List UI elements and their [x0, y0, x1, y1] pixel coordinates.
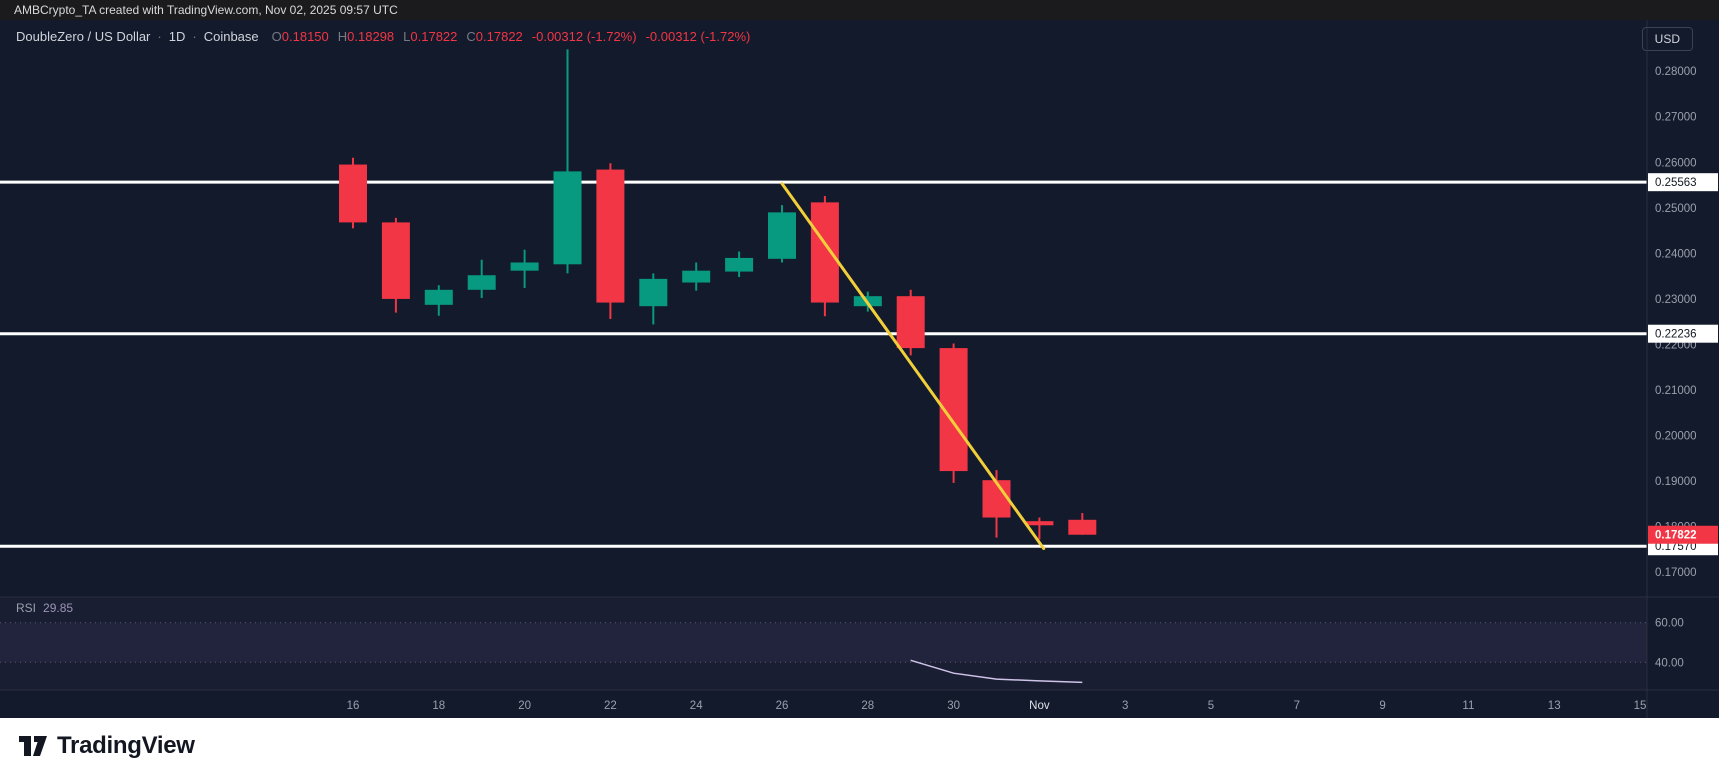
candle-body-10 [768, 212, 796, 259]
separator-dot: · [192, 29, 197, 44]
price-axis-label: 0.17000 [1655, 567, 1697, 579]
price-axis-label: 0.27000 [1655, 112, 1697, 124]
time-axis-label: 18 [432, 700, 445, 712]
time-axis-label: 28 [861, 700, 874, 712]
price-axis-label: 0.19000 [1655, 476, 1697, 488]
candle-body-13 [896, 296, 925, 349]
candle-body-11 [810, 202, 839, 303]
chart-canvas[interactable]: 60.00 40.00 0.28000 0.27000 0.26000 0.25000 0.… [0, 20, 1719, 718]
last-price-badge [1648, 525, 1718, 544]
low-pair: L0.17822 [403, 29, 457, 44]
time-axis-label: 26 [776, 700, 789, 712]
low-label: L [403, 29, 411, 44]
high-value: 0.18298 [347, 29, 395, 44]
candle-body-15 [982, 480, 1011, 518]
time-axis-label: 9 [1379, 700, 1385, 712]
time-axis-label: 16 [347, 700, 360, 712]
candle-body-1 [381, 222, 410, 299]
low-value: 0.17822 [410, 29, 458, 44]
price-axis-label: 0.24000 [1655, 248, 1697, 260]
symbol-header: DoubleZero / US Dollar · 1D · Coinbase O… [16, 29, 750, 44]
candle-body-7 [639, 278, 668, 307]
change-value: -0.00312 (-1.72%) [531, 29, 637, 44]
close-label: C [466, 29, 476, 44]
candle-body-5 [553, 171, 582, 265]
separator-dot: · [157, 29, 162, 44]
symbol-title[interactable]: DoubleZero / US Dollar [16, 29, 151, 44]
rsi-indicator-label: RSI 29.85 [16, 601, 73, 615]
time-axis-label: 3 [1122, 700, 1128, 712]
rsi-axis-label: 40.00 [1655, 657, 1684, 669]
candle-body-16 [1025, 521, 1054, 526]
time-axis-label: 13 [1548, 700, 1561, 712]
exchange-label: Coinbase [203, 29, 259, 44]
candle-body-8 [682, 270, 711, 283]
time-axis-label: 20 [518, 700, 531, 712]
attribution-text: AMBCrypto_TA created with TradingView.co… [14, 3, 398, 17]
candle-body-6 [596, 169, 625, 303]
time-axis-label: 5 [1208, 700, 1214, 712]
open-label: O [271, 29, 282, 44]
chart-region: 60.00 40.00 0.28000 0.27000 0.26000 0.25000 0.… [0, 20, 1719, 718]
high-label: H [337, 29, 348, 44]
price-axis-label: 0.20000 [1655, 431, 1697, 443]
rsi-band [0, 622, 1647, 663]
rsi-line [910, 659, 1083, 684]
price-axis-label: 0.23000 [1655, 294, 1697, 306]
candle-body-2 [424, 289, 453, 305]
change-secondary-value: -0.00312 (-1.72%) [645, 29, 751, 44]
last-price-badge-label: 0.17822 [1655, 530, 1697, 542]
time-axis-label: 11 [1462, 700, 1474, 712]
time-axis-label: Nov [1029, 700, 1050, 712]
price-axis-label: 0.25000 [1655, 203, 1697, 215]
price-axis-label: 0.26000 [1655, 157, 1697, 169]
price-axis-label: 0.28000 [1655, 66, 1697, 78]
tradingview-brand[interactable]: TradingView [57, 732, 195, 759]
time-axis-label: 30 [947, 700, 960, 712]
high-pair: H0.18298 [338, 29, 394, 44]
trendline[interactable] [780, 182, 1046, 550]
close-pair: C0.17822 [466, 29, 522, 44]
level-price-badge [1648, 173, 1718, 192]
rsi-name[interactable]: RSI [16, 601, 37, 615]
currency-toggle-button[interactable]: USD [1641, 27, 1693, 51]
footer-bar: TradingView [0, 718, 1719, 774]
time-axis-label: 22 [604, 700, 617, 712]
interval-label[interactable]: 1D [168, 29, 186, 44]
price-axis-label: 0.21000 [1655, 385, 1697, 397]
candle-body-0 [339, 164, 367, 223]
attribution-bar: AMBCrypto_TA created with TradingView.co… [0, 0, 1719, 20]
candle-body-3 [467, 275, 496, 290]
candle-body-17 [1068, 519, 1097, 535]
open-pair: O0.18150 [272, 29, 329, 44]
time-axis-label: 24 [690, 700, 703, 712]
tradingview-logo-icon[interactable] [18, 734, 48, 758]
close-value: 0.17822 [475, 29, 523, 44]
candle-body-9 [725, 257, 754, 272]
open-value: 0.18150 [281, 29, 329, 44]
rsi-axis-label: 60.00 [1655, 618, 1684, 630]
level-price-badge [1648, 324, 1718, 343]
time-axis-label: 7 [1294, 700, 1300, 712]
level-price-badge-label: 0.17570 [1655, 541, 1697, 553]
rsi-pane-background [0, 597, 1647, 690]
rsi-value: 29.85 [43, 601, 74, 615]
ohlc-values: O0.18150 H0.18298 L0.17822 C0.17822 -0.0… [272, 29, 751, 44]
time-axis-label: 15 [1634, 700, 1647, 712]
candle-body-4 [510, 262, 539, 271]
level-price-badge-label: 0.22236 [1655, 329, 1697, 341]
level-price-badge-label: 0.25563 [1655, 177, 1697, 189]
